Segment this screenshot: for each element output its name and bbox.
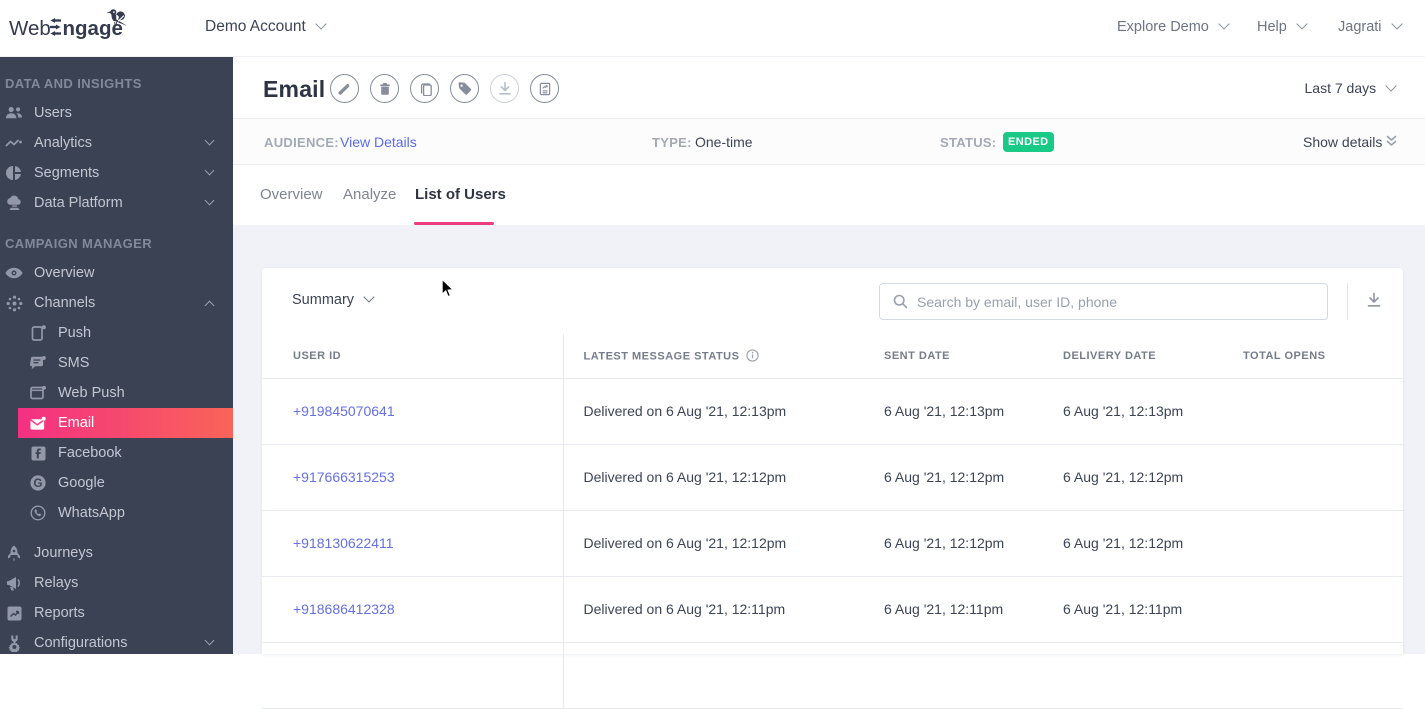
svg-text:ngage: ngage [63, 17, 123, 40]
svg-text:Web: Web [9, 17, 51, 40]
svg-text:G: G [34, 478, 43, 490]
